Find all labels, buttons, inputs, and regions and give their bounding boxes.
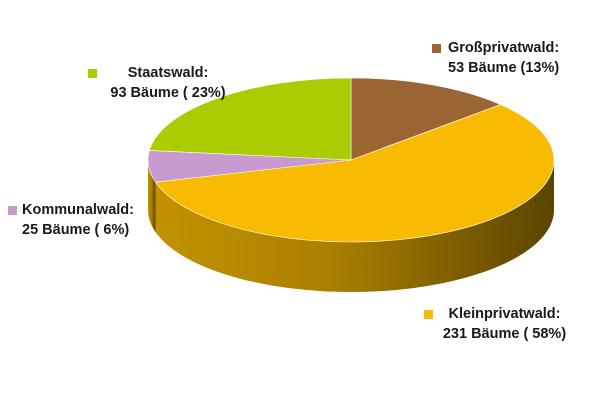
slice-staatswald xyxy=(148,77,352,161)
legend-swatch-staatswald xyxy=(88,69,97,78)
label-staatswald-value: 93 Bäume ( 23%) xyxy=(110,85,226,101)
slice-kleinprivatwald xyxy=(155,104,555,243)
slice-side-kleinprivatwald xyxy=(155,160,554,292)
pie-side-walls xyxy=(148,160,554,292)
label-kleinprivatwald-name: Kleinprivatwald: xyxy=(448,306,561,322)
legend-swatch-kleinprivatwald xyxy=(424,310,433,319)
label-kleinprivatwald-value: 231 Bäume ( 58%) xyxy=(442,326,567,342)
label-kleinprivatwald: Kleinprivatwald: 231 Bäume ( 58%) xyxy=(422,304,587,344)
legend-swatch-grossprivatwald xyxy=(432,44,441,53)
pie-slices xyxy=(147,77,555,243)
slice-großprivatwald xyxy=(350,77,502,161)
label-kommunalwald-value: 25 Bäume ( 6%) xyxy=(22,222,130,238)
label-kommunalwald: Kommunalwald: 25 Bäume ( 6%) xyxy=(8,200,134,240)
label-staatswald-name: Staatswald: xyxy=(127,65,209,81)
label-staatswald: Staatswald: 93 Bäume ( 23%) xyxy=(88,63,248,103)
legend-swatch-kommunalwald xyxy=(8,206,17,215)
label-grossprivatwald: Großprivatwald: 53 Bäume (13%) xyxy=(432,38,559,78)
slice-side-kommunalwald xyxy=(148,160,156,233)
label-kommunalwald-name: Kommunalwald: xyxy=(22,202,134,218)
label-grossprivatwald-name: Großprivatwald: xyxy=(448,40,560,56)
label-grossprivatwald-value: 53 Bäume (13%) xyxy=(448,60,560,76)
